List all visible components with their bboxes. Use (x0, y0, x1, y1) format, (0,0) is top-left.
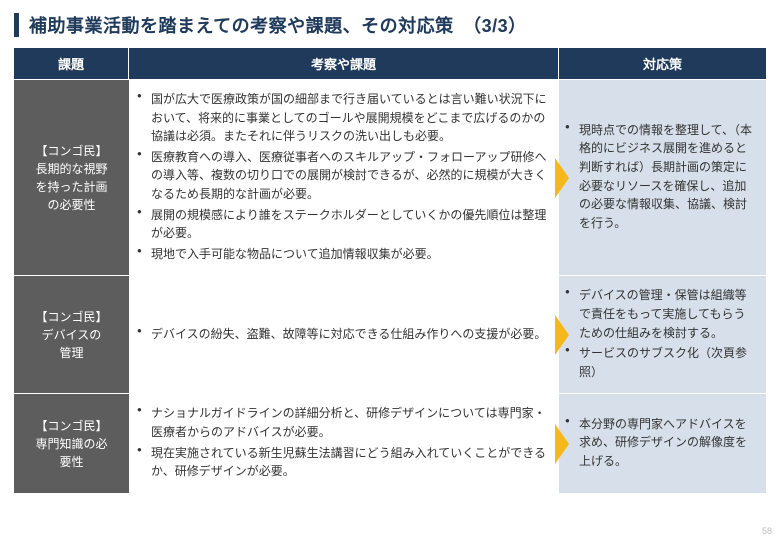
row-label-text: 【コンゴ民】 長期的な視野 を持った計画 の必要性 (35, 142, 107, 214)
page-number: 58 (762, 526, 772, 536)
list-item: 国が広大で医療政策が国の細部まで行き届いているとは言い難い状況下において、将来的… (137, 90, 547, 146)
list-item: 現時点での情報を整理して、（本格的にビジネス展開を進めると判断すれば）長期計画の… (565, 121, 756, 233)
row-label: 【コンゴ民】 デバイスの 管理 (14, 276, 129, 393)
list-item: 現在実施されている新生児蘇生法講習にどう組み入れていくことができるか、研修デザイ… (137, 444, 547, 481)
table-row: 【コンゴ民】 専門知識の必 要性 ナショナルガイドラインの詳細分析と、研修デザイ… (14, 393, 766, 492)
table-row: 【コンゴ民】 デバイスの 管理 デバイスの紛失、盗難、故障等に対応できる仕組み作… (14, 275, 766, 393)
list-item: 医療教育への導入、医療従事者へのスキルアップ・フォローアップ研修への導入等、複数… (137, 148, 547, 204)
row-measures: 現時点での情報を整理して、（本格的にビジネス展開を進めると判断すれば）長期計画の… (559, 80, 766, 275)
list-item: 展開の規模感により誰をステークホルダーとしていくかの優先順位は整理が必要。 (137, 206, 547, 243)
row-label: 【コンゴ民】 長期的な視野 を持った計画 の必要性 (14, 80, 129, 275)
row-label-text: 【コンゴ民】 デバイスの 管理 (35, 308, 107, 362)
arrow-icon (555, 158, 569, 198)
list-item: 現地で入手可能な物品について追加情報収集が必要。 (137, 245, 547, 264)
header-measure: 対応策 (559, 48, 766, 79)
title-accent (14, 13, 19, 37)
table-row: 【コンゴ民】 長期的な視野 を持った計画 の必要性 国が広大で医療政策が国の細部… (14, 79, 766, 275)
header-consideration: 考察や課題 (129, 48, 559, 79)
list-item: ナショナルガイドラインの詳細分析と、研修デザインについては専門家・医療者からのア… (137, 404, 547, 441)
title-bar: 補助事業活動を踏まえての考察や課題、その対応策 （3/3） (0, 0, 780, 48)
row-measures: 本分野の専門家へアドバイスを求め、研修デザインの解像度を上げる。 (559, 394, 766, 492)
row-label-text: 【コンゴ民】 専門知識の必 要性 (35, 417, 107, 471)
row-considerations: デバイスの紛失、盗難、故障等に対応できる仕組み作りへの支援が必要。 (129, 276, 559, 393)
row-measures: デバイスの管理・保管は組織等で責任をもって実施してもらうための仕組みを検討する。… (559, 276, 766, 393)
table-header: 課題 考察や課題 対応策 (14, 48, 766, 79)
row-considerations: 国が広大で医療政策が国の細部まで行き届いているとは言い難い状況下において、将来的… (129, 80, 559, 275)
list-item: デバイスの管理・保管は組織等で責任をもって実施してもらうための仕組みを検討する。 (565, 286, 756, 342)
row-considerations: ナショナルガイドラインの詳細分析と、研修デザインについては専門家・医療者からのア… (129, 394, 559, 492)
row-label: 【コンゴ民】 専門知識の必 要性 (14, 394, 129, 492)
arrow-icon (555, 315, 569, 355)
page-title: 補助事業活動を踏まえての考察や課題、その対応策 （3/3） (29, 12, 527, 38)
list-item: サービスのサブスク化（次頁参照） (565, 344, 756, 381)
issues-table: 課題 考察や課題 対応策 【コンゴ民】 長期的な視野 を持った計画 の必要性 国… (14, 48, 766, 493)
list-item: デバイスの紛失、盗難、故障等に対応できる仕組み作りへの支援が必要。 (137, 325, 546, 344)
list-item: 本分野の専門家へアドバイスを求め、研修デザインの解像度を上げる。 (565, 415, 756, 471)
header-issue: 課題 (14, 48, 129, 79)
arrow-icon (555, 424, 569, 464)
